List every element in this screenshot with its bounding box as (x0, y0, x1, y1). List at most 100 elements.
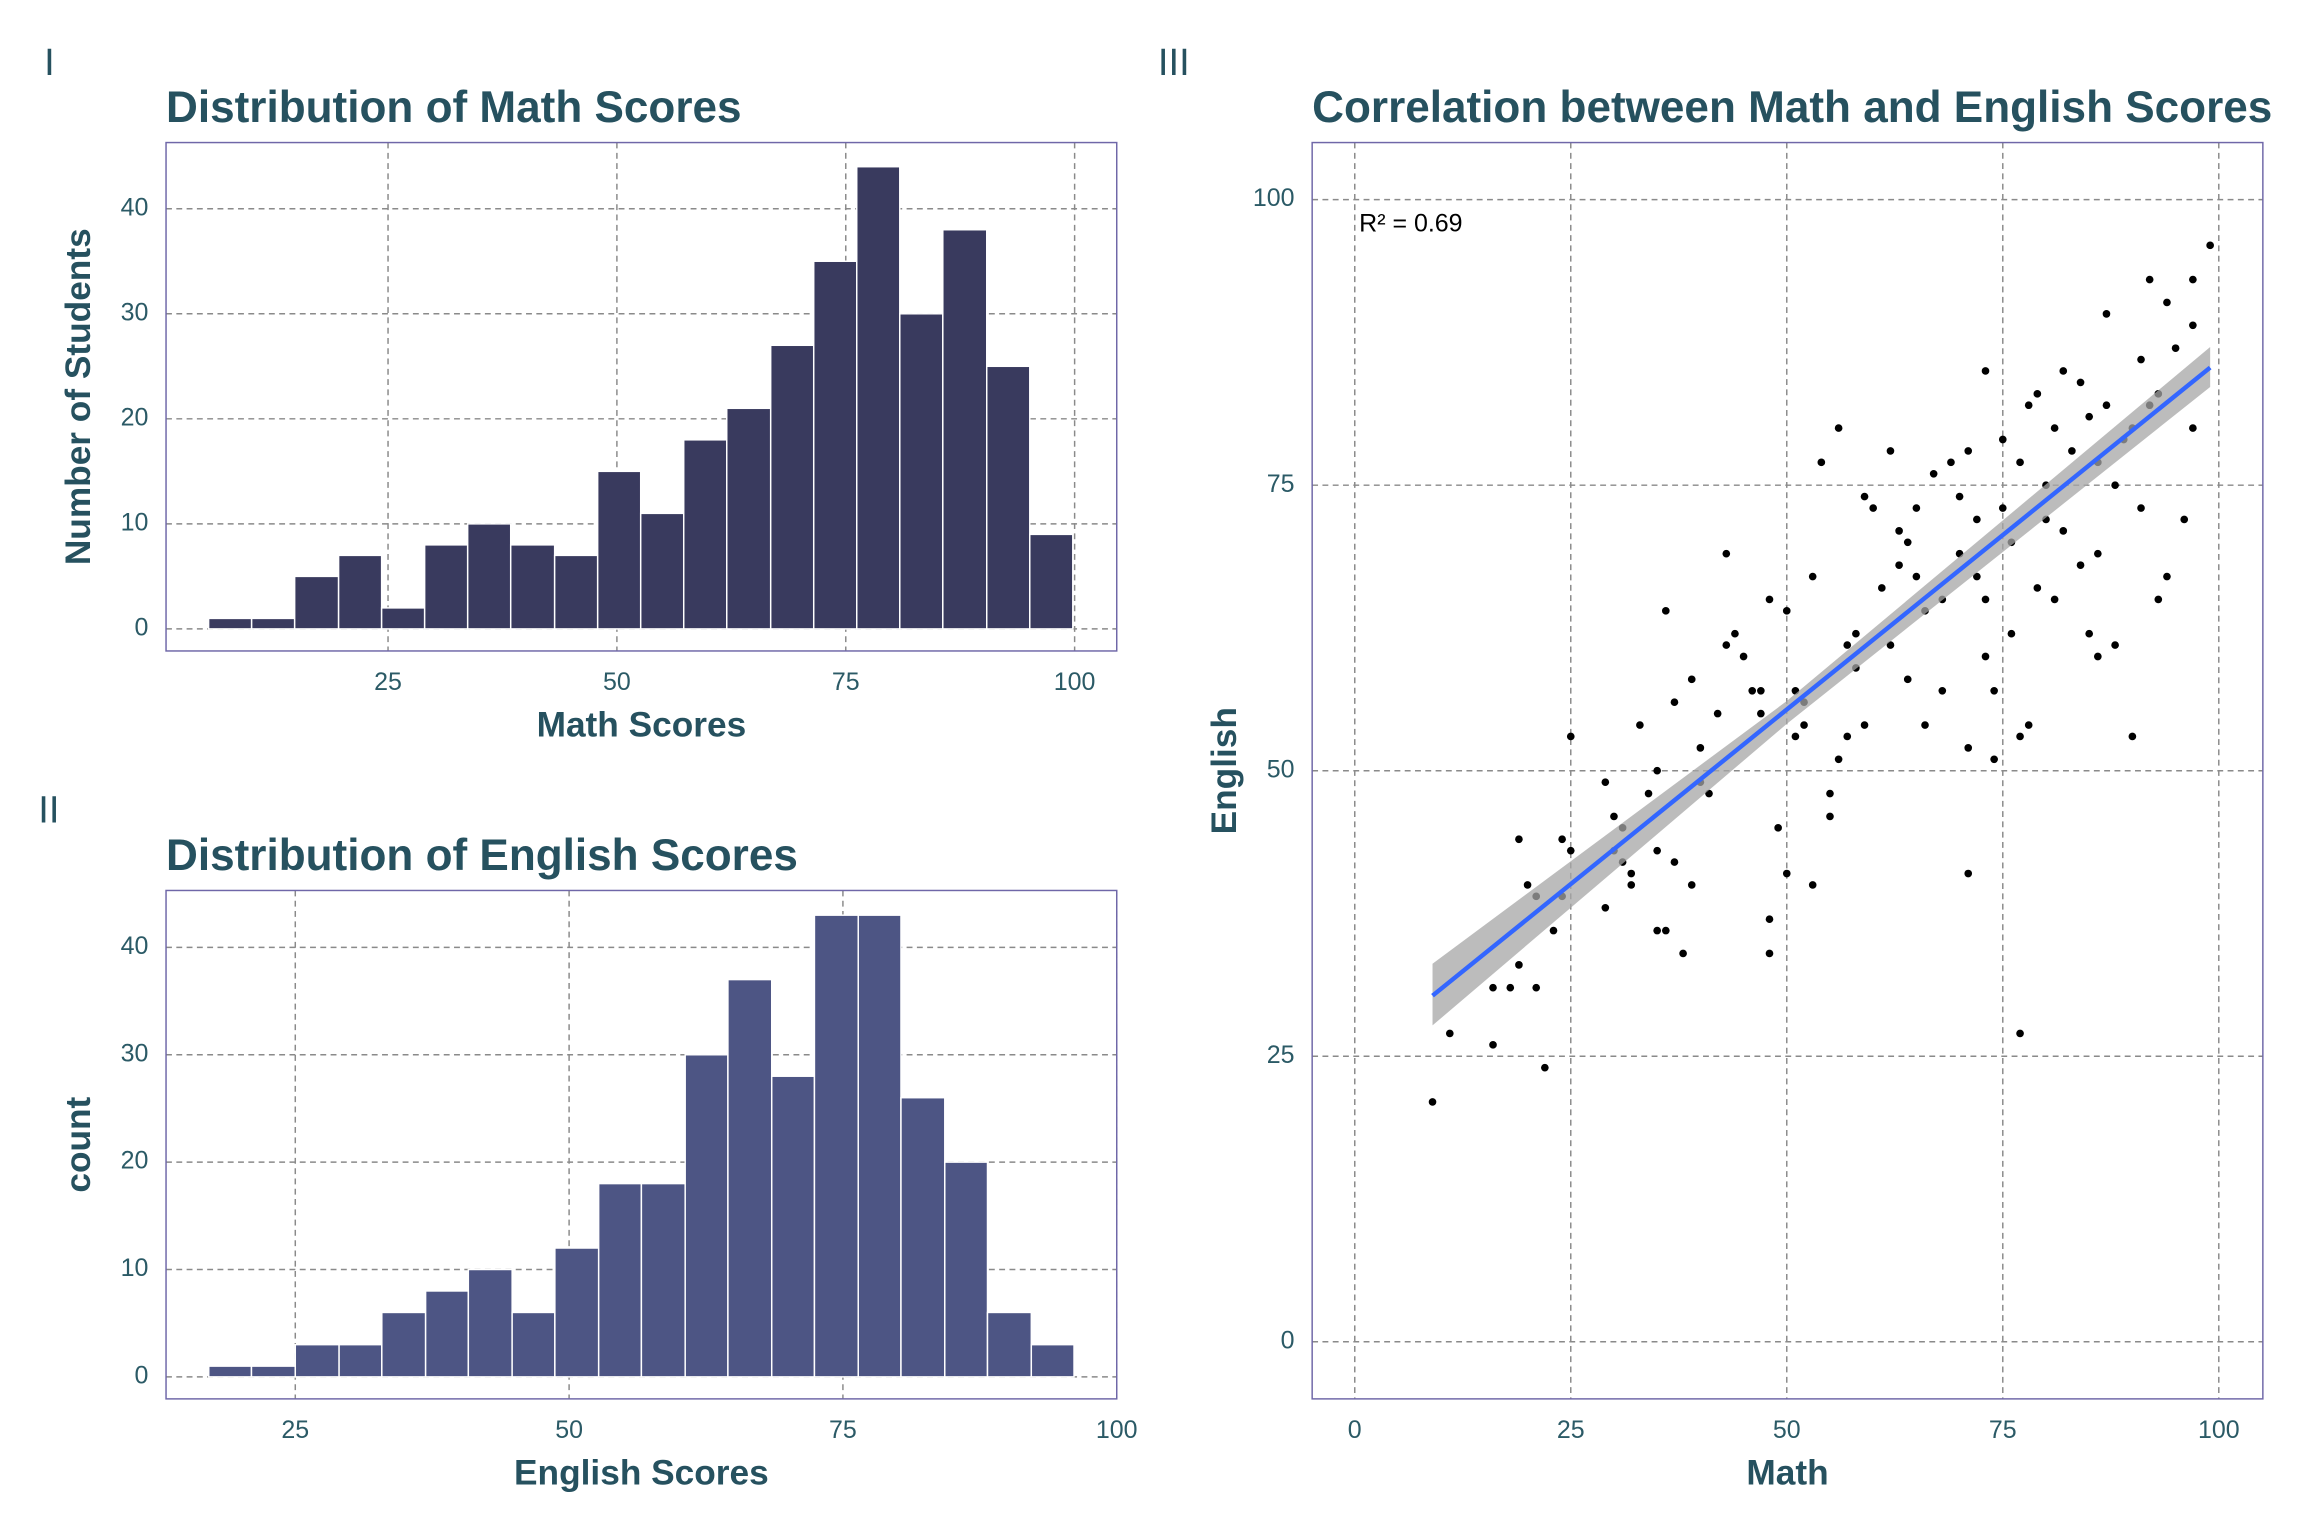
point (1558, 835, 1566, 844)
bar (466, 523, 512, 630)
x-tick-label: 50 (1773, 1416, 1801, 1444)
bar (553, 554, 599, 630)
point (2163, 298, 2171, 307)
point (1921, 721, 1929, 729)
bar (1029, 533, 1074, 630)
chart-title: Correlation between Math and English Sco… (1312, 83, 2272, 132)
point (1964, 744, 1973, 752)
y-tick-label: 20 (121, 403, 149, 431)
point (1929, 469, 1938, 478)
bar (424, 1290, 470, 1378)
bar (338, 1343, 383, 1378)
point (1860, 721, 1869, 729)
point (1722, 549, 1731, 558)
point (1627, 869, 1636, 878)
point (1973, 572, 1981, 581)
bar (857, 914, 902, 1378)
point (2076, 561, 2085, 569)
bar (986, 1311, 1033, 1378)
point (1601, 903, 1610, 912)
bar (812, 260, 858, 630)
x-tick-label: 100 (1096, 1416, 1138, 1444)
bar (423, 544, 469, 630)
point (1998, 435, 2007, 444)
point (2068, 447, 2076, 455)
y-tick-label: 50 (1267, 755, 1295, 783)
point (2111, 481, 2119, 490)
y-tick-label: 10 (121, 1254, 149, 1282)
point (1757, 686, 1765, 695)
point (1713, 709, 1722, 718)
point (1981, 595, 1990, 604)
point (1765, 595, 1774, 604)
point (1661, 926, 1670, 935)
point (1903, 675, 1912, 684)
bar (1030, 1343, 1075, 1378)
point (2050, 424, 2059, 432)
point (1791, 732, 1800, 741)
point (1670, 698, 1679, 707)
point (1566, 846, 1575, 855)
bar (813, 914, 859, 1378)
point (1489, 1041, 1497, 1049)
bar (467, 1268, 513, 1378)
point (1947, 458, 1955, 467)
point (1566, 732, 1575, 741)
bar (509, 544, 556, 630)
bar (381, 1311, 427, 1378)
bar (250, 617, 296, 630)
x-tick-label: 75 (829, 1416, 857, 1444)
point (1808, 881, 1817, 889)
point (1782, 869, 1791, 878)
y-tick-label: 0 (135, 1361, 149, 1389)
point (1852, 629, 1860, 638)
bar (294, 1343, 340, 1378)
bar (770, 1075, 816, 1378)
point (1955, 492, 1964, 501)
point (1765, 949, 1774, 958)
point (1687, 675, 1696, 684)
x-tick-label: 50 (603, 668, 631, 696)
y-tick-label: 40 (121, 932, 149, 960)
point (2128, 732, 2137, 741)
point (1687, 881, 1696, 889)
panel-tag: II (38, 789, 59, 832)
point (2206, 241, 2214, 250)
point (2059, 527, 2068, 535)
point (1636, 721, 1644, 729)
x-axis-label: Math (1746, 1454, 1828, 1493)
panel-tag: I (44, 41, 55, 84)
point (1877, 584, 1886, 592)
point (1990, 686, 1998, 695)
point (1679, 949, 1687, 958)
plot-frame (165, 141, 1118, 652)
bar (639, 512, 685, 630)
point (2016, 732, 2024, 741)
x-tick-label: 25 (1557, 1416, 1585, 1444)
point (1515, 835, 1523, 844)
x-tick-label: 75 (832, 668, 860, 696)
point (1523, 881, 1532, 889)
bar (293, 575, 340, 630)
point (1445, 1029, 1454, 1038)
point (2076, 378, 2085, 387)
point (1895, 527, 1903, 535)
bar (942, 229, 988, 630)
point (2016, 1029, 2024, 1038)
bar (769, 344, 815, 630)
point (1601, 778, 1610, 786)
point (2094, 652, 2102, 661)
point (1653, 926, 1661, 935)
point (2189, 424, 2197, 432)
bar (856, 165, 901, 630)
point (2024, 401, 2033, 410)
point (1843, 641, 1852, 649)
point (1998, 504, 2007, 512)
point (1489, 983, 1497, 992)
point (1515, 961, 1523, 969)
bar (554, 1247, 600, 1378)
point (1964, 447, 1973, 455)
point (1990, 755, 1998, 764)
bar (207, 617, 253, 630)
x-tick-label: 25 (281, 1416, 309, 1444)
